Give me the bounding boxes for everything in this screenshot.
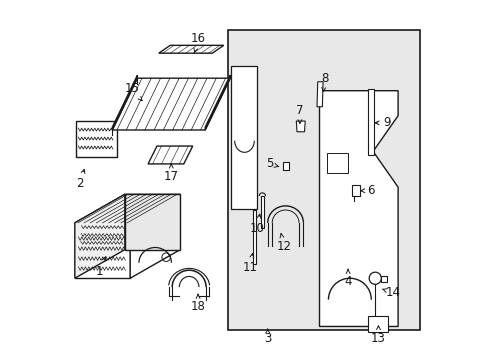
Polygon shape — [367, 89, 373, 155]
Text: 10: 10 — [249, 214, 264, 235]
Polygon shape — [76, 121, 117, 157]
Text: 18: 18 — [190, 294, 205, 313]
Polygon shape — [75, 194, 180, 223]
Polygon shape — [205, 75, 230, 130]
Bar — [282, 162, 288, 170]
Polygon shape — [296, 121, 305, 132]
Text: 4: 4 — [344, 269, 351, 288]
Text: 5: 5 — [265, 157, 278, 170]
Text: 12: 12 — [276, 234, 291, 253]
Polygon shape — [148, 146, 192, 164]
Polygon shape — [230, 66, 257, 208]
Text: 11: 11 — [242, 253, 257, 274]
Text: 8: 8 — [321, 72, 328, 91]
Polygon shape — [351, 185, 359, 196]
Polygon shape — [124, 194, 180, 249]
Bar — [380, 276, 386, 282]
Text: 9: 9 — [374, 116, 390, 129]
Text: 7: 7 — [296, 104, 303, 123]
Bar — [367, 316, 387, 332]
Text: 17: 17 — [163, 164, 179, 183]
Polygon shape — [130, 194, 180, 278]
Text: 2: 2 — [76, 169, 85, 190]
Text: 14: 14 — [382, 286, 400, 299]
Text: 15: 15 — [124, 82, 142, 101]
Polygon shape — [112, 78, 230, 130]
Text: 16: 16 — [190, 32, 205, 52]
Text: 13: 13 — [370, 326, 385, 346]
Text: 1: 1 — [96, 257, 106, 278]
Polygon shape — [75, 194, 124, 278]
Polygon shape — [319, 91, 397, 327]
Bar — [228, 30, 419, 330]
Polygon shape — [253, 210, 255, 264]
Polygon shape — [112, 75, 137, 130]
Text: 3: 3 — [264, 329, 271, 346]
Polygon shape — [316, 82, 323, 107]
Polygon shape — [75, 223, 130, 278]
Polygon shape — [260, 196, 264, 228]
Bar — [326, 153, 347, 173]
Polygon shape — [159, 45, 224, 53]
Text: 6: 6 — [360, 184, 374, 197]
